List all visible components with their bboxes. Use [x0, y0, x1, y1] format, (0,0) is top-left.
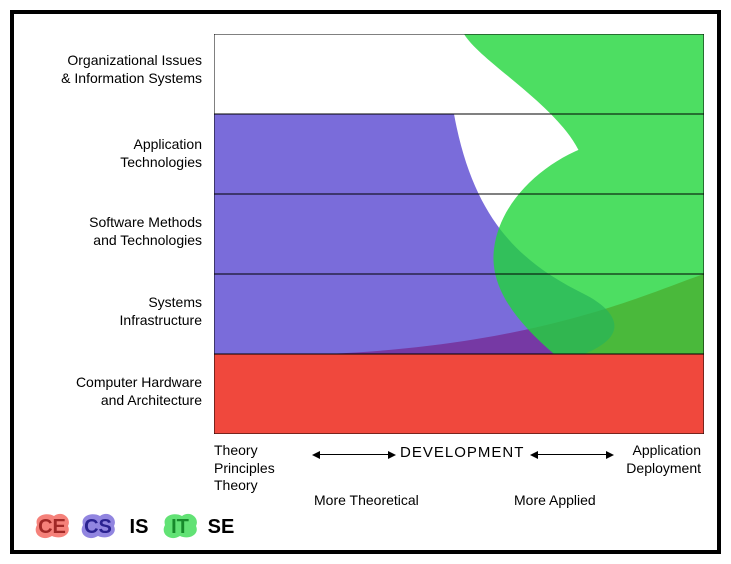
legend-code-is: IS: [124, 516, 154, 539]
sub-left: More Theoretical: [314, 492, 419, 510]
row-label-0: Organizational Issues & Information Syst…: [32, 52, 202, 87]
x-left-label: Theory Principles Theory: [214, 442, 275, 495]
legend-code-se: SE: [206, 516, 236, 539]
legend-code-cs: CS: [78, 516, 118, 539]
row-label-1-l2: Technologies: [120, 154, 202, 170]
row-label-0-l2: & Information Systems: [61, 70, 202, 86]
row-label-2-l2: and Technologies: [93, 232, 202, 248]
x-right-label: Application Deployment: [626, 442, 701, 477]
plot-svg: [214, 34, 704, 434]
row-label-3-l1: Systems: [148, 294, 202, 310]
row-label-4: Computer Hardware and Architecture: [32, 374, 202, 409]
legend-item-cs: CS: [78, 510, 118, 540]
row-label-2: Software Methods and Technologies: [32, 214, 202, 249]
row-label-1: Application Technologies: [32, 136, 202, 171]
x-right-l1: Application: [633, 442, 702, 458]
row-label-2-l1: Software Methods: [89, 214, 202, 230]
row-label-0-l1: Organizational Issues: [67, 52, 202, 68]
x-left-l1: Theory: [214, 442, 258, 458]
row-label-3-l2: Infrastructure: [120, 312, 202, 328]
legend-code-it: IT: [160, 516, 200, 539]
legend-item-is: IS: [124, 510, 154, 540]
legend-item-se: SE: [206, 510, 236, 540]
row-label-4-l2: and Architecture: [101, 392, 202, 408]
x-left-l3: Theory: [214, 477, 258, 493]
legend: CE CS IS IT SE: [32, 510, 236, 540]
row-label-1-l1: Application: [134, 136, 203, 152]
x-right-l2: Deployment: [626, 460, 701, 476]
dev-arrow-left: [314, 454, 394, 455]
legend-code-ce: CE: [32, 516, 72, 539]
row-label-3: Systems Infrastructure: [32, 294, 202, 329]
legend-item-ce: CE: [32, 510, 72, 540]
development-title: DEVELOPMENT: [400, 444, 524, 461]
sub-right: More Applied: [514, 492, 596, 510]
dev-arrow-right: [532, 454, 612, 455]
plot-area: [214, 34, 704, 434]
legend-item-it: IT: [160, 510, 200, 540]
row-label-4-l1: Computer Hardware: [76, 374, 202, 390]
diagram-frame: Organizational Issues & Information Syst…: [10, 10, 721, 554]
x-left-l2: Principles: [214, 460, 275, 476]
